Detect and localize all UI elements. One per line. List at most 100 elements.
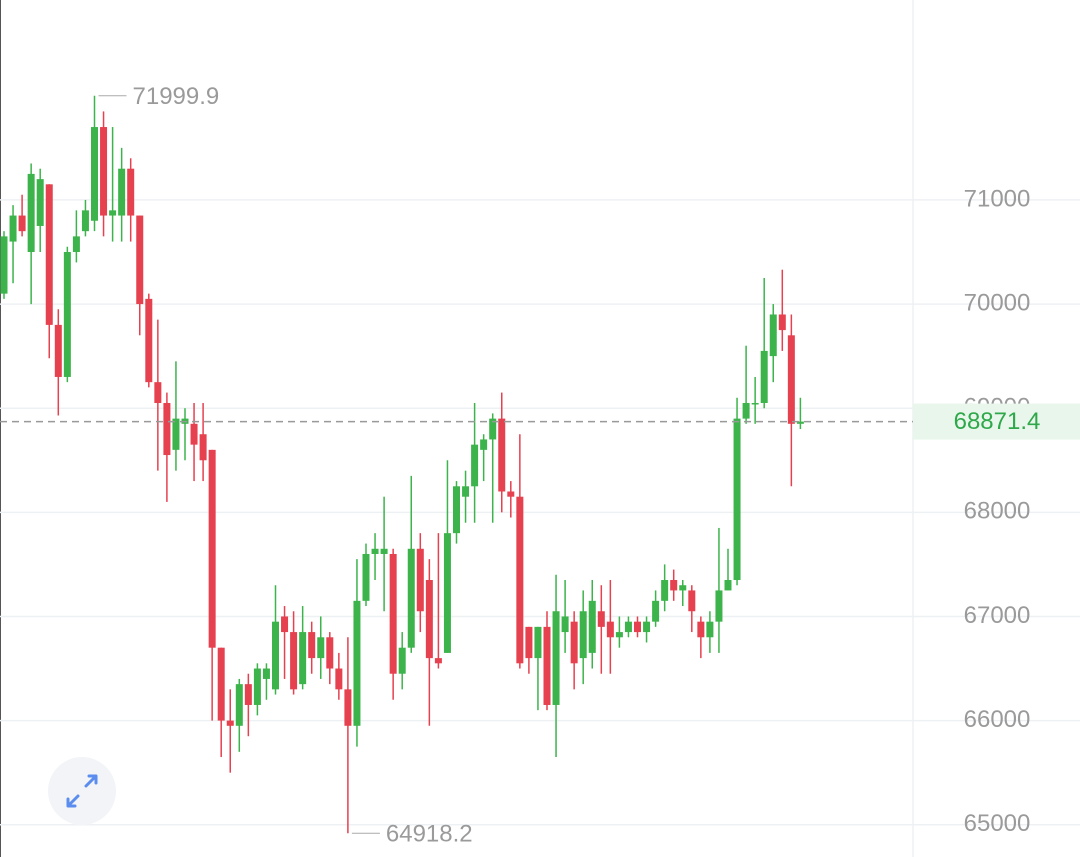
y-tick-label: 70000 [964, 289, 1031, 316]
candle-body [226, 720, 234, 726]
candle-body [317, 637, 325, 659]
candle-body [796, 421, 804, 424]
candle-body [235, 684, 243, 726]
candle-body [63, 251, 71, 377]
max-label: 71999.9 [133, 83, 220, 110]
candle-body [525, 626, 533, 659]
candle-body [72, 236, 80, 252]
candle-body [787, 335, 795, 424]
expand-bg [48, 757, 116, 825]
candle-body [534, 626, 542, 659]
candle-body [362, 553, 370, 601]
candle-body [190, 423, 198, 445]
candle-body [0, 236, 8, 294]
y-tick-label: 66000 [964, 706, 1031, 733]
candle-body [136, 215, 144, 305]
candle-body [634, 621, 641, 633]
candle-body [9, 215, 17, 242]
candle-body [145, 298, 153, 383]
candle-body [552, 611, 560, 705]
candle-body [624, 621, 632, 633]
candle-body [407, 548, 415, 648]
candle-body [299, 632, 307, 685]
candles [0, 95, 804, 834]
candle-body [661, 580, 669, 601]
candle-body [308, 632, 316, 659]
candle-body [272, 621, 279, 690]
candle-body [715, 590, 723, 622]
candle-body [724, 580, 732, 591]
candle-body [91, 127, 98, 221]
candle-body [543, 626, 551, 705]
candle-body [489, 418, 497, 440]
candle-body [45, 184, 53, 325]
candle-body [742, 402, 750, 419]
y-tick-label: 65000 [964, 810, 1031, 837]
overlay: 71999.9 64918.2 68871.4 [0, 83, 1080, 848]
candle-body [416, 548, 424, 612]
candle-body [733, 418, 741, 581]
min-label: 64918.2 [386, 821, 473, 848]
candle-body [579, 611, 587, 659]
y-tick-label: 68000 [964, 498, 1031, 525]
candle-body [706, 621, 714, 638]
candle-body [371, 548, 379, 554]
candle-body [453, 486, 460, 534]
candle-body [281, 616, 289, 633]
candle-body [462, 486, 470, 497]
expand-icon [66, 774, 98, 808]
candle-body [398, 647, 406, 674]
candle-body [679, 585, 687, 591]
candle-body [425, 580, 433, 659]
candle-body [208, 449, 216, 648]
candle-body [217, 647, 225, 721]
candle-body [769, 314, 777, 357]
candle-body [652, 600, 660, 622]
candle-body [172, 418, 180, 450]
candle-body [380, 548, 388, 554]
candle-body [290, 632, 298, 690]
candle-body [36, 179, 44, 226]
candle-body [570, 621, 578, 664]
candle-body [118, 168, 126, 216]
candle-body [81, 210, 89, 232]
candle-body [100, 127, 108, 216]
candle-body [253, 668, 261, 705]
candle-body [163, 402, 171, 456]
y-tick-label: 71000 [964, 185, 1031, 212]
candle-body [344, 689, 352, 726]
candle-body [507, 491, 515, 497]
candle-body [480, 439, 488, 450]
grid: 65000660006700068000690007000071000 [0, 185, 1080, 837]
candle-body [262, 668, 270, 679]
candle-body [471, 444, 479, 487]
candle-body [18, 215, 26, 232]
candle-body [335, 668, 343, 690]
expand-button[interactable] [48, 757, 116, 825]
candle-body [434, 658, 442, 664]
candle-body [606, 621, 614, 638]
candle-body [643, 621, 651, 633]
candle-body [498, 418, 506, 492]
candle-body [154, 382, 162, 403]
last-price-label: 68871.4 [954, 408, 1041, 435]
last-price-box [913, 403, 1080, 440]
candle-body [199, 434, 207, 461]
candle-body [244, 684, 252, 705]
candle-body [760, 350, 768, 403]
candle-body [54, 324, 62, 377]
candle-body [688, 590, 696, 612]
candle-body [27, 173, 35, 252]
candle-body [615, 632, 623, 638]
candle-body [697, 621, 705, 638]
candle-body [127, 168, 135, 216]
candle-body [588, 600, 596, 653]
candle-body [389, 553, 397, 674]
candle-body [597, 611, 605, 627]
candle-body [670, 580, 678, 591]
candle-body [109, 210, 117, 216]
candle-body [751, 402, 759, 405]
candle-body [516, 496, 524, 664]
y-tick-label: 67000 [964, 602, 1031, 629]
